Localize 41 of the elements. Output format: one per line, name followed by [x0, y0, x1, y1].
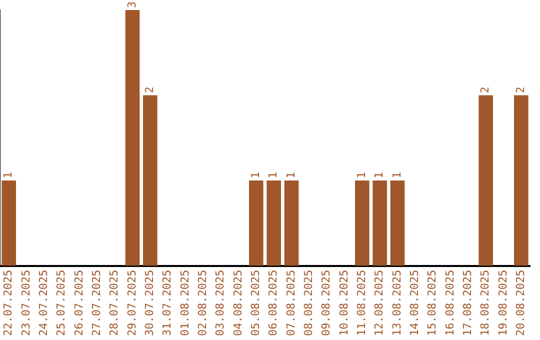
- x-tick-label: 13.08.2025: [390, 270, 404, 336]
- x-tick-label: 31.07.2025: [160, 270, 174, 336]
- x-tick-label: 03.08.2025: [214, 270, 227, 336]
- x-tick-label: 08.08.2025: [302, 270, 316, 336]
- data-label: 1: [249, 172, 262, 179]
- data-label: 2: [478, 86, 492, 94]
- x-tick-label: 02.08.2025: [196, 270, 210, 336]
- x-tick-label: 10.08.2025: [337, 270, 350, 336]
- x-tick-label: 09.08.2025: [320, 270, 333, 336]
- x-tick-label: 18.08.2025: [478, 270, 492, 336]
- x-tick-label: 29.07.2025: [125, 270, 138, 336]
- data-label: 1: [2, 172, 15, 179]
- data-label: 1: [266, 172, 280, 179]
- x-tick-label: 23.07.2025: [19, 270, 32, 336]
- x-tick-label: 14.08.2025: [408, 270, 422, 336]
- x-tick-label: 27.07.2025: [90, 270, 104, 336]
- x-tick-label: 04.08.2025: [231, 270, 244, 336]
- x-tick-label: 26.07.2025: [72, 270, 86, 336]
- data-label: 1: [390, 172, 404, 179]
- x-tick-label: 11.08.2025: [355, 270, 368, 336]
- x-tick-label: 07.08.2025: [284, 270, 298, 336]
- data-label: 1: [355, 172, 368, 179]
- x-tick-label: 15.08.2025: [426, 270, 439, 336]
- data-label: 3: [125, 1, 138, 8]
- x-tick-label: 06.08.2025: [266, 270, 280, 336]
- x-tick-label: 30.07.2025: [143, 270, 156, 336]
- x-tick-label: 28.07.2025: [108, 270, 121, 336]
- x-tick-label: 20.08.2025: [514, 270, 528, 336]
- x-tick-label: 12.08.2025: [372, 270, 386, 336]
- x-tick-label: 05.08.2025: [249, 270, 262, 336]
- x-tick-label: 22.07.2025: [2, 270, 15, 336]
- data-label: 2: [143, 86, 156, 94]
- data-label: 1: [284, 172, 298, 179]
- data-label: 2: [514, 86, 528, 94]
- x-tick-label: 25.07.2025: [54, 270, 68, 336]
- data-label: 1: [372, 172, 386, 179]
- x-tick-label: 01.08.2025: [178, 270, 192, 336]
- x-tick-label: 17.08.2025: [461, 270, 474, 336]
- x-tick-label: 16.08.2025: [443, 270, 456, 336]
- x-tick-label: 19.08.2025: [496, 270, 510, 336]
- x-tick-label: 24.07.2025: [37, 270, 50, 336]
